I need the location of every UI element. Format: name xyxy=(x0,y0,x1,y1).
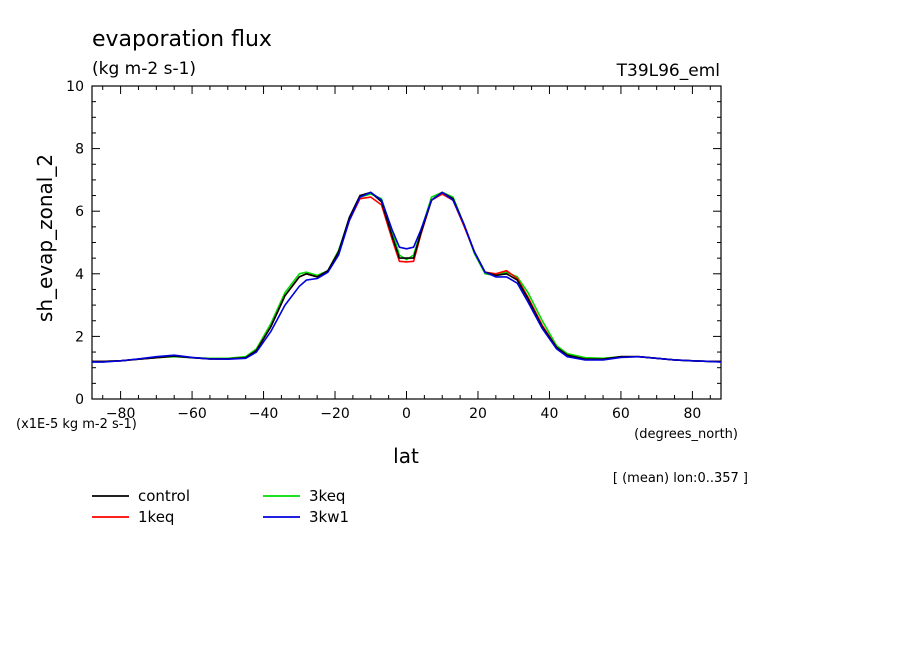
x-tick-label: −20 xyxy=(320,406,350,422)
plot-frame xyxy=(91,85,722,400)
series-line-3kw1 xyxy=(92,191,722,363)
x-tick-label: 0 xyxy=(402,406,411,422)
y-tick-label: 6 xyxy=(75,204,84,220)
legend-label: 1keq xyxy=(138,508,174,526)
legend-label: 3keq xyxy=(309,487,345,505)
x-tick-label: 20 xyxy=(469,406,487,422)
y-tick-label: 0 xyxy=(75,392,84,408)
legend-entry: 3kw1 xyxy=(263,508,349,526)
chart-title: evaporation flux xyxy=(92,27,272,52)
series-lines xyxy=(92,191,722,363)
legend-entry: control xyxy=(92,487,190,505)
x-tick-label: −40 xyxy=(249,406,279,422)
footnote: [ (mean) lon:0..357 ] xyxy=(613,471,748,486)
run-label: T39L96_eml xyxy=(616,61,720,81)
series-line-control xyxy=(92,191,721,363)
x-tick-label: −80 xyxy=(106,406,136,422)
legend-entry: 1keq xyxy=(92,508,174,526)
x-tick-label: 40 xyxy=(541,406,559,422)
x-tick-label: 80 xyxy=(683,406,701,422)
y-tick-label: 8 xyxy=(75,142,84,158)
x-axis: −80 −60 −40 −20 0 20 40 60 80 xyxy=(102,86,711,422)
x-axis-units: (degrees_north) xyxy=(634,427,738,442)
legend-label: control xyxy=(138,487,190,505)
y-tick-label: 10 xyxy=(66,79,84,95)
legend-entry: 3keq xyxy=(263,487,345,505)
y-axis-label: sh_evap_zonal_2 xyxy=(33,154,57,322)
y-axis: 0 2 4 6 8 10 xyxy=(66,79,721,408)
y-scale-note: (x1E-5 kg m-2 s-1) xyxy=(16,417,137,432)
legend-label: 3kw1 xyxy=(309,508,349,526)
x-tick-label: −60 xyxy=(177,406,207,422)
x-tick-label: 60 xyxy=(612,406,630,422)
chart-units: (kg m-2 s-1) xyxy=(92,59,196,79)
x-axis-label: lat xyxy=(393,444,419,468)
series-line-3keq xyxy=(92,191,721,363)
legend: control 1keq 3keq 3kw1 xyxy=(92,487,349,526)
series-line-1keq xyxy=(92,193,721,363)
y-tick-label: 2 xyxy=(75,329,84,345)
y-tick-label: 4 xyxy=(75,267,84,283)
